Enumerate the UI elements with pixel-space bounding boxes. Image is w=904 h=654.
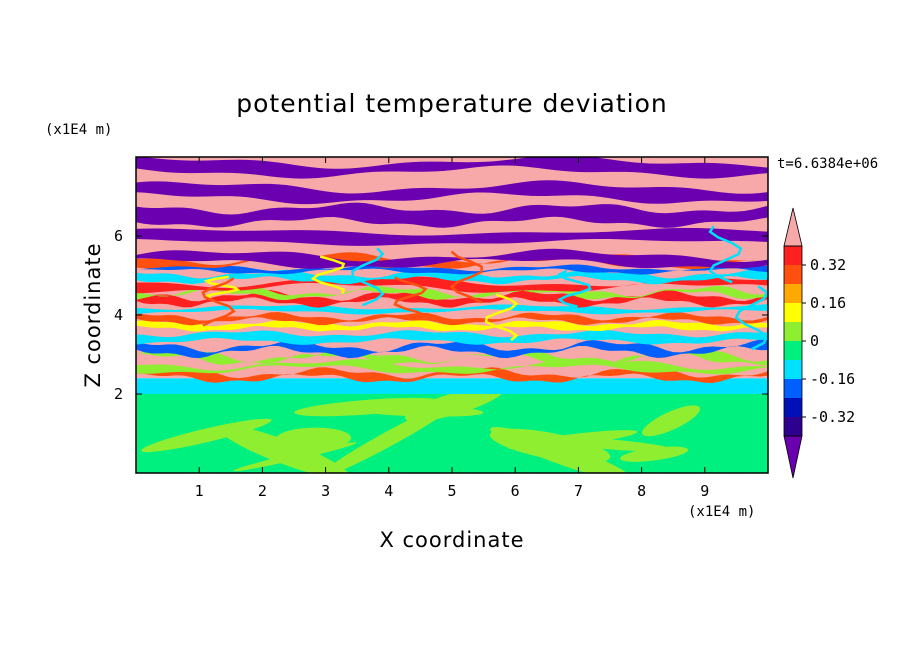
colorbar: 0.32 0.16 0 -0.16 -0.32	[783, 207, 855, 479]
y-axis-label: Z coordinate	[81, 242, 105, 387]
x-unit-label: (x1E4 m)	[688, 504, 755, 520]
vertical-filament	[484, 293, 519, 342]
x-tick-label: 4	[384, 482, 393, 500]
colorbar-segment	[784, 341, 802, 360]
x-tick-label: 6	[511, 482, 520, 500]
colorbar-segment	[784, 284, 802, 303]
contour-field	[136, 157, 768, 473]
y-tick-label: 4	[114, 306, 123, 324]
purple-layer	[136, 202, 768, 228]
vertical-filament	[201, 277, 236, 327]
colorbar-label: -0.16	[810, 370, 855, 388]
filament-band	[136, 367, 768, 383]
contour-bands	[136, 157, 768, 473]
vertical-filament	[393, 276, 428, 318]
purple-layer	[136, 248, 768, 269]
time-label: t=6.6384e+06	[777, 156, 878, 172]
x-axis: 1 2 3 4 5 6 7 8 9	[195, 157, 709, 500]
vertical-filament	[351, 247, 385, 307]
colorbar-segment	[784, 360, 802, 379]
filament-band	[136, 329, 768, 345]
convective-blob	[642, 405, 701, 437]
colorbar-segment	[784, 322, 802, 341]
y-axis: 2 4 6	[114, 227, 768, 403]
x-tick-label: 8	[637, 482, 646, 500]
x-axis-label: X coordinate	[379, 528, 524, 552]
filament-band	[136, 319, 768, 332]
filament-band	[136, 348, 768, 366]
convective-blob	[233, 442, 357, 472]
vertical-filament	[708, 225, 743, 284]
chart-title: potential temperature deviation	[236, 89, 667, 118]
x-tick-label: 7	[574, 482, 583, 500]
colorbar-min-extend	[783, 435, 803, 479]
vertical-filament	[557, 269, 592, 308]
filament-band	[136, 285, 768, 301]
vertical-filament	[734, 285, 768, 351]
x-tick-label: 1	[195, 482, 204, 500]
colorbar-segment	[784, 417, 802, 436]
purple-layer	[136, 180, 768, 205]
x-tick-label: 2	[258, 482, 267, 500]
colorbar-segment	[784, 265, 802, 284]
convective-blob	[490, 427, 633, 473]
colorbar-segment	[784, 303, 802, 322]
filament-band	[136, 264, 768, 275]
x-tick-label: 9	[700, 482, 709, 500]
vertical-filament	[449, 250, 483, 304]
purple-layer	[136, 227, 768, 246]
x-tick-label: 5	[447, 482, 456, 500]
colorbar-segment	[784, 379, 802, 398]
y-tick-label: 6	[114, 227, 123, 245]
y-tick-label: 2	[114, 385, 123, 403]
colorbar-label: 0.16	[810, 294, 846, 312]
filament-band	[136, 312, 768, 326]
convective-blob	[141, 418, 272, 453]
purple-layer	[136, 157, 768, 179]
colorbar-segment	[784, 246, 802, 265]
colorbar-label: -0.32	[810, 408, 855, 426]
filament-band	[136, 276, 768, 294]
convective-blob	[508, 430, 638, 450]
convective-blob	[275, 427, 351, 450]
filament-band	[136, 290, 768, 308]
y-unit-label: (x1E4 m)	[45, 122, 112, 138]
convective-blob	[218, 424, 350, 473]
convective-blob	[319, 400, 459, 473]
vertical-filament	[310, 255, 346, 294]
colorbar-label: 0.32	[810, 256, 846, 274]
convective-blob	[620, 446, 689, 462]
colorbar-max-extend	[783, 207, 803, 247]
vertical-filament	[203, 275, 241, 300]
colorbar-label: 0	[810, 332, 819, 350]
x-tick-label: 3	[321, 482, 330, 500]
filament-band	[136, 304, 768, 315]
inversion-layer	[136, 378, 768, 394]
colorbar-segment	[784, 398, 802, 417]
